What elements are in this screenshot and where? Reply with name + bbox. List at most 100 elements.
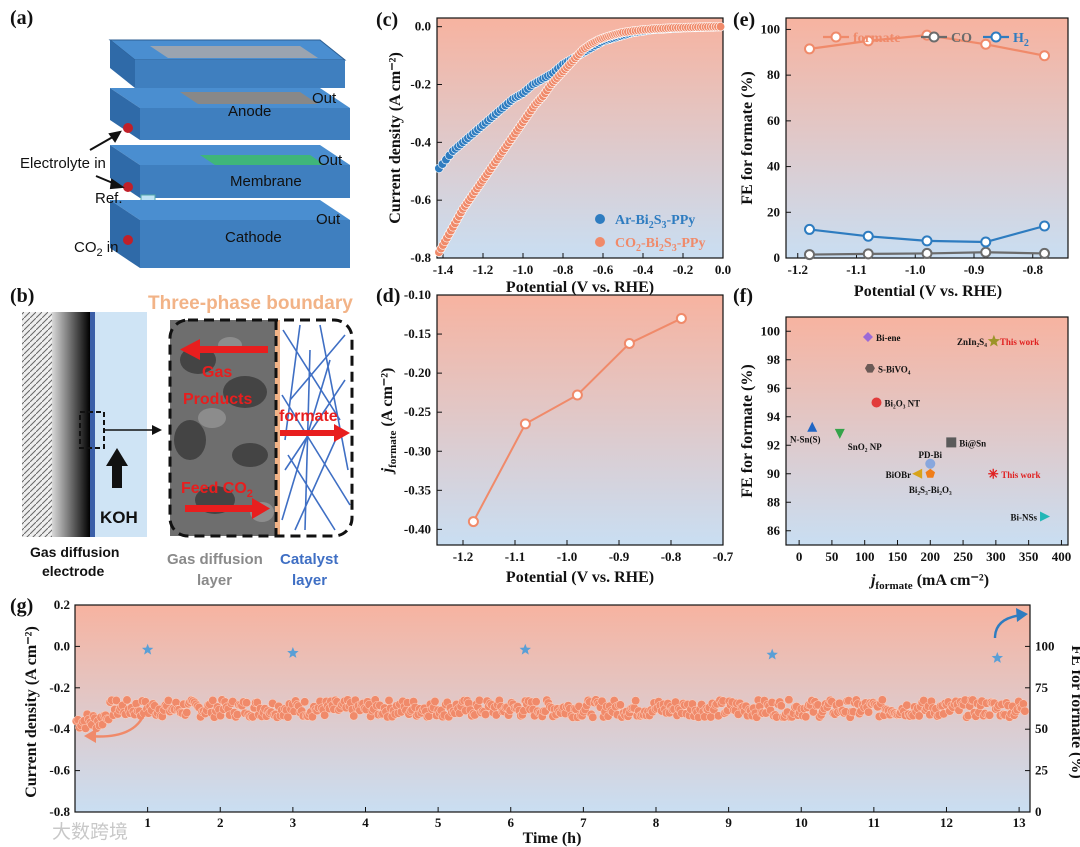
point-g-current-524 <box>874 712 884 721</box>
point-g-current-370 <box>638 710 648 720</box>
point-g-current-161 <box>318 705 328 715</box>
point-c-s0-25-2 <box>693 22 703 32</box>
point-g-current-199 <box>376 709 386 719</box>
point-g-current-26 <box>111 696 121 705</box>
point-g-current-336 <box>586 709 596 719</box>
point-g-current-253 <box>459 696 469 706</box>
point-g-current-158 <box>314 703 323 713</box>
point-g-current-328 <box>574 701 584 711</box>
point-g-current-393 <box>674 704 684 714</box>
line-e-1 <box>809 251 1045 256</box>
point-g-current-140 <box>286 704 296 714</box>
point-c-s0-22-3 <box>665 23 676 34</box>
point-g-current-268 <box>482 696 492 706</box>
point-c-s0-5-1 <box>490 109 501 119</box>
point-g-current-477 <box>802 702 812 712</box>
point-g-current-619 <box>1020 706 1030 716</box>
point-g-current-23 <box>107 695 117 705</box>
point-c-s0-0-0 <box>434 163 444 173</box>
point-g-current-54 <box>154 704 164 714</box>
point-c-s0-25-0 <box>688 22 698 33</box>
xtick-label-f-6: 300 <box>986 549 1006 564</box>
point-g-current-417 <box>710 700 720 710</box>
point-c-s0-18-3 <box>625 28 636 38</box>
point-g-current-356 <box>617 712 627 722</box>
point-g-current-323 <box>566 711 576 721</box>
point-g-current-459 <box>775 697 785 707</box>
point-g-current-560 <box>929 708 939 718</box>
point-g-current-311 <box>548 711 558 721</box>
point-c-s1-16-2 <box>566 58 576 68</box>
xlabel-c: Potential (V vs. RHE) <box>506 279 654 296</box>
point-g-current-594 <box>982 698 991 708</box>
point-c-s1-0-3 <box>440 236 450 246</box>
legend-label-co2: CO2-Bi2S3-PPy <box>615 236 705 254</box>
point-g-current-446 <box>755 701 765 711</box>
point-c-s0-12-0 <box>558 59 568 69</box>
point-c-s1-29-3 <box>685 22 696 32</box>
ytick-label-f-0: 86 <box>767 523 781 538</box>
point-c-s0-5-3 <box>495 105 506 115</box>
point-g-current-42 <box>136 711 146 721</box>
xtick-label-f-3: 150 <box>888 549 908 564</box>
point-c-s0-23-3 <box>675 23 686 33</box>
point-g-current-472 <box>795 708 805 718</box>
point-c-s1-10-2 <box>518 117 528 127</box>
point-g-current-484 <box>813 700 823 710</box>
point-c-s0-24-0 <box>678 23 688 33</box>
legend-label-ar: Ar-Bi2S3-PPy <box>615 213 695 231</box>
point-g-current-493 <box>827 697 837 707</box>
point-g-current-71 <box>180 710 190 720</box>
point-g-current-115 <box>248 712 258 722</box>
point-g-current-598 <box>988 698 998 708</box>
point-g-current-326 <box>571 704 581 714</box>
point-g-current-252 <box>458 697 467 707</box>
point-c-s1-10-0 <box>514 123 524 133</box>
point-c-s1-1-3 <box>448 222 458 232</box>
point-g-current-301 <box>533 706 543 716</box>
point-c-s1-15-0 <box>554 71 564 81</box>
point-g-current-401 <box>686 704 696 714</box>
marker-label-f-11: This work <box>1001 470 1040 480</box>
point-g-current-51 <box>150 701 160 711</box>
point-c-s1-19-3 <box>592 36 602 46</box>
gdl-label-1: Gas diffusion <box>167 551 263 568</box>
point-c-s1-11-1 <box>524 108 534 119</box>
point-c-s1-26-1 <box>650 24 661 34</box>
point-c-s1-18-3 <box>584 40 594 51</box>
point-g-current-113 <box>245 712 255 722</box>
point-g-current-21 <box>104 715 114 724</box>
point-g-current-8 <box>84 714 94 724</box>
point-g-current-152 <box>304 709 314 719</box>
point-c-s0-6-2 <box>503 98 513 108</box>
point-g-current-346 <box>602 702 612 711</box>
point-g-current-581 <box>962 712 972 722</box>
point-g-current-195 <box>370 695 380 705</box>
point-c-s0-14-3 <box>585 43 596 53</box>
point-g-current-443 <box>750 708 760 718</box>
point-g-current-0 <box>72 716 81 726</box>
point-g-current-111 <box>242 698 251 708</box>
xtick-label-g-4: 5 <box>435 815 442 830</box>
point-g-current-16 <box>96 712 106 722</box>
point-c-s0-23-0 <box>668 23 678 34</box>
point-g-current-518 <box>865 698 875 708</box>
point-g-current-460 <box>776 701 786 711</box>
point-g-current-597 <box>986 697 996 707</box>
point-g-current-367 <box>634 706 644 716</box>
point-c-s1-9-0 <box>506 134 516 145</box>
point-g-current-458 <box>773 699 783 709</box>
marker-label-f-2: Bi₂O₃ NT <box>885 399 921 409</box>
point-g-current-227 <box>419 703 429 713</box>
point-c-s1-14-1 <box>548 77 558 87</box>
point-g-current-595 <box>983 710 993 720</box>
point-g-current-330 <box>577 711 587 721</box>
point-c-s1-2-1 <box>452 215 462 225</box>
point-g-current-457 <box>772 712 782 722</box>
point-g-current-312 <box>550 704 559 714</box>
point-c-s0-8-1 <box>520 86 531 96</box>
point-g-current-542 <box>902 700 912 710</box>
point-g-current-523 <box>873 702 883 712</box>
out-label-1: Out <box>312 90 337 107</box>
point-g-current-180 <box>347 705 357 715</box>
